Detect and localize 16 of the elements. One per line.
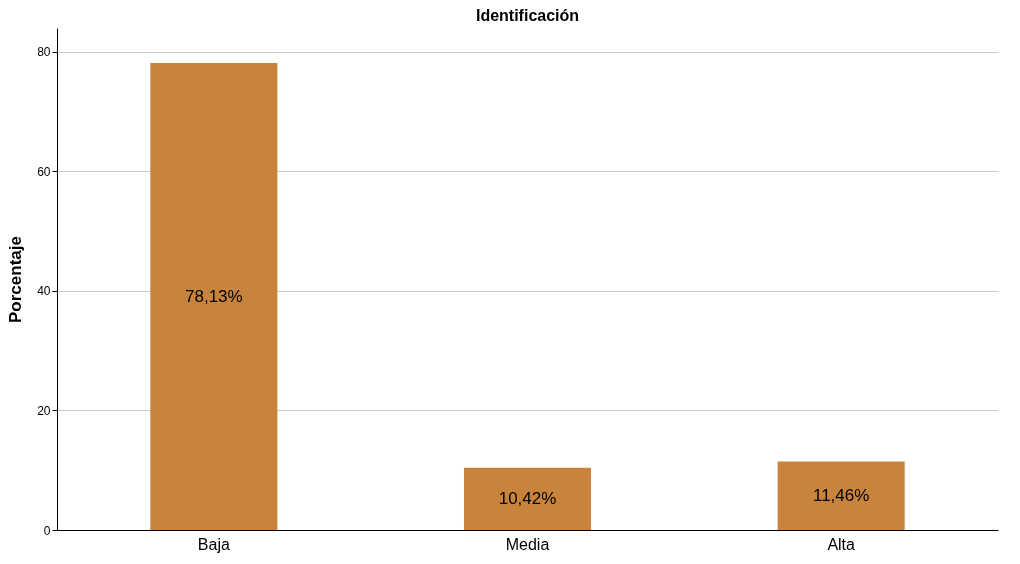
y-tick-label: 80 (37, 45, 51, 60)
bar (463, 467, 592, 530)
y-axis-title: Porcentaje (6, 236, 26, 323)
x-tick-label: Baja (197, 535, 230, 553)
data-label: 11,46% (812, 485, 870, 505)
bar (150, 63, 278, 530)
bar (777, 461, 905, 530)
y-tick-label: 60 (37, 164, 51, 179)
data-label: 10,42% (498, 488, 557, 508)
y-tick-label: 40 (37, 284, 51, 299)
chart-title: Identificación (475, 7, 580, 24)
data-label: 78,13% (185, 286, 243, 306)
y-tick-label: 20 (37, 403, 51, 418)
x-tick-label: Alta (827, 535, 856, 553)
y-tick-label: 0 (43, 523, 51, 538)
x-tick-label: Media (505, 535, 550, 553)
